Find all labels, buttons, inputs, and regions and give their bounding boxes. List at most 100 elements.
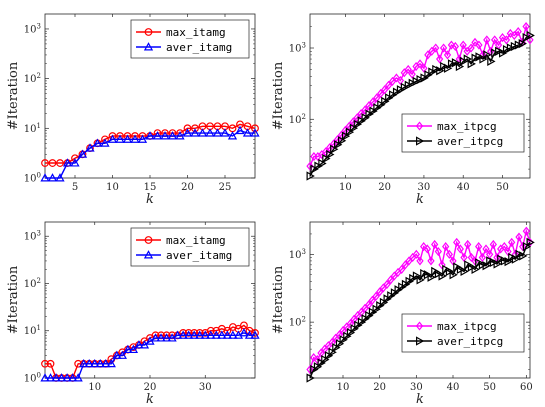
- data-point: [475, 40, 483, 50]
- data-point: [506, 43, 516, 53]
- data-point: [514, 27, 522, 37]
- data-point: [56, 159, 64, 167]
- data-point: [353, 119, 362, 129]
- data-point: [200, 330, 210, 339]
- data-point: [341, 131, 351, 141]
- data-point: [440, 61, 449, 72]
- data-point: [377, 100, 386, 110]
- data-point: [428, 46, 436, 56]
- data-point: [471, 53, 480, 63]
- data-point: [318, 158, 327, 169]
- data-point: [445, 249, 453, 259]
- data-point: [357, 307, 365, 317]
- legend-label: aver_itamg: [166, 249, 232, 262]
- data-point: [443, 50, 452, 60]
- data-point: [68, 373, 78, 382]
- x-axis-label: k: [146, 392, 154, 407]
- data-point: [183, 124, 192, 133]
- data-point: [471, 37, 479, 47]
- x-tick-label: 50: [483, 382, 496, 393]
- series-max_itpcg: [306, 226, 534, 375]
- data-point: [173, 330, 183, 339]
- data-point: [178, 330, 188, 339]
- data-point: [335, 330, 343, 340]
- data-point: [365, 109, 374, 119]
- data-point: [322, 154, 331, 164]
- data-point: [431, 239, 439, 250]
- data-point: [228, 323, 237, 331]
- data-point: [495, 46, 504, 56]
- data-point: [313, 355, 321, 365]
- data-point: [134, 340, 144, 349]
- data-point: [471, 264, 480, 275]
- data-point: [475, 242, 483, 252]
- data-point: [372, 291, 380, 301]
- data-point: [175, 131, 185, 140]
- data-point: [40, 373, 50, 382]
- data-point: [489, 239, 497, 250]
- data-point: [41, 159, 49, 167]
- data-point: [408, 69, 416, 79]
- data-point: [398, 264, 406, 274]
- data-point: [306, 161, 314, 171]
- data-point: [92, 138, 103, 147]
- legend-marker: [144, 236, 153, 244]
- data-point: [459, 56, 469, 66]
- data-point: [361, 105, 369, 115]
- data-point: [482, 244, 490, 254]
- data-point: [220, 128, 230, 137]
- data-point: [416, 75, 425, 85]
- x-axis-label: k: [146, 192, 154, 207]
- series-aver_itpcg: [306, 237, 535, 383]
- data-point: [455, 61, 465, 72]
- data-point: [306, 364, 314, 375]
- data-point: [522, 32, 531, 43]
- plot-frame: [309, 221, 531, 379]
- data-point: [77, 149, 88, 158]
- data-point: [518, 39, 527, 49]
- y-tick-label: 100: [24, 372, 41, 385]
- x-tick-label: 30: [410, 382, 423, 393]
- data-point: [160, 131, 170, 140]
- x-tick-label: 20: [373, 382, 386, 393]
- data-point: [427, 256, 435, 266]
- data-point: [500, 242, 508, 252]
- data-point: [420, 63, 428, 73]
- y-tick-label: 102: [289, 316, 306, 329]
- data-point: [460, 252, 468, 263]
- y-tick-label: 102: [24, 72, 41, 85]
- data-point: [486, 249, 494, 259]
- data-point: [211, 330, 221, 339]
- series-aver_itamg: [40, 328, 260, 382]
- data-point: [444, 63, 453, 73]
- data-point: [242, 128, 253, 137]
- data-point: [346, 319, 354, 329]
- data-point: [239, 328, 249, 337]
- y-tick-label: 103: [289, 42, 306, 55]
- data-point: [195, 329, 204, 337]
- data-point: [205, 128, 215, 137]
- data-point: [392, 73, 401, 83]
- legend-label: aver_itamg: [166, 41, 232, 54]
- data-point: [424, 50, 432, 60]
- data-point: [251, 124, 259, 133]
- data-point: [467, 252, 475, 263]
- legend-label: max_itamg: [166, 26, 226, 39]
- data-point: [310, 353, 318, 363]
- y-tick-label: 100: [24, 172, 41, 185]
- x-tick-label: 10: [88, 382, 101, 393]
- data-point: [195, 330, 205, 339]
- data-point: [515, 232, 523, 242]
- data-point: [373, 103, 382, 113]
- data-point: [191, 124, 199, 133]
- legend-marker: [415, 321, 424, 331]
- data-point: [156, 333, 166, 342]
- data-point: [101, 358, 111, 368]
- legend-box: [401, 113, 525, 153]
- x-tick-label: 10: [106, 182, 119, 193]
- data-point: [130, 134, 140, 143]
- data-point: [423, 244, 431, 254]
- x-axis-label: k: [416, 392, 424, 407]
- data-point: [442, 242, 450, 252]
- data-point: [436, 66, 445, 76]
